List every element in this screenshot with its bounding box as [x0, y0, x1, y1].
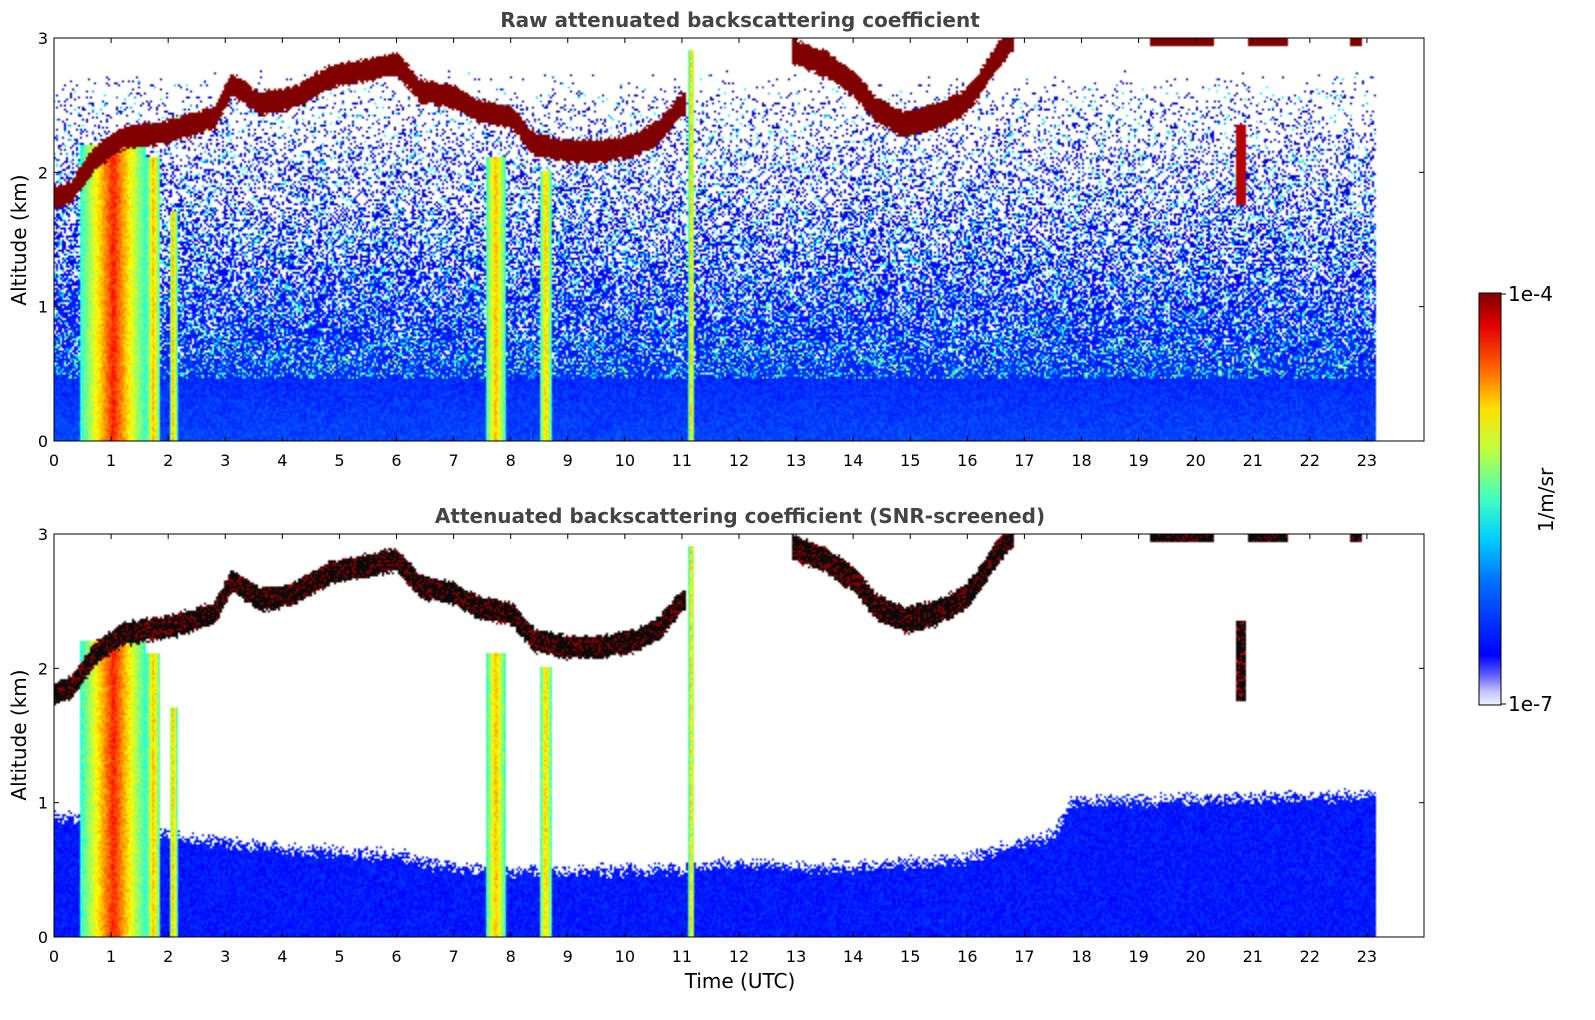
- snr-screened-panel: Attenuated backscattering coefficient (S…: [7, 504, 1425, 993]
- x-tick-label: 8: [506, 947, 516, 966]
- x-tick-label: 3: [220, 451, 230, 470]
- x-tick-label: 7: [448, 947, 458, 966]
- y-tick-label: 3: [38, 525, 48, 544]
- x-tick-label: 10: [615, 451, 635, 470]
- x-tick-label: 11: [672, 451, 692, 470]
- x-tick-label: 23: [1357, 451, 1377, 470]
- x-tick-label: 4: [277, 947, 287, 966]
- raw-backscatter-panel: Raw attenuated backscattering coefficien…: [7, 8, 1425, 470]
- x-tick-label: 8: [506, 451, 516, 470]
- x-tick-label: 0: [49, 947, 59, 966]
- colorbar-unit-label: 1/m/sr: [1534, 467, 1558, 532]
- x-tick-label: 16: [957, 947, 977, 966]
- raw-heatmap-layer: [54, 38, 1424, 441]
- colorbar-gradient: [1478, 292, 1502, 706]
- x-tick-label: 12: [729, 947, 749, 966]
- x-tick-label: 18: [1071, 947, 1091, 966]
- x-tick-label: 17: [1014, 947, 1034, 966]
- snr-y-axis-label: Altitude (km): [7, 669, 31, 800]
- x-tick-label: 21: [1243, 451, 1263, 470]
- snr-panel-title: Attenuated backscattering coefficient (S…: [435, 504, 1045, 528]
- raw-panel-title: Raw attenuated backscattering coefficien…: [500, 8, 980, 32]
- x-tick-label: 20: [1185, 947, 1205, 966]
- y-tick-label: 2: [38, 163, 48, 182]
- y-tick-label: 0: [38, 432, 48, 451]
- x-tick-label: 1: [106, 947, 116, 966]
- raw-heatmap-image: [54, 38, 1424, 441]
- x-tick-label: 13: [786, 947, 806, 966]
- x-tick-label: 12: [729, 451, 749, 470]
- x-tick-label: 9: [563, 451, 573, 470]
- x-tick-label: 7: [448, 451, 458, 470]
- x-tick-label: 0: [49, 451, 59, 470]
- raw-y-axis: 0 1 2 3: [38, 29, 1424, 451]
- x-tick-label: 5: [334, 451, 344, 470]
- x-tick-label: 2: [163, 451, 173, 470]
- x-tick-label: 9: [563, 947, 573, 966]
- x-tick-label: 19: [1128, 947, 1148, 966]
- x-tick-label: 21: [1243, 947, 1263, 966]
- snr-x-axis: 0 1 2 3 4 5 6 7 8 9 10 11 12 13 14 15 16 17 18 19 20 21 22 23: [49, 534, 1377, 966]
- x-tick-label: 15: [900, 451, 920, 470]
- x-tick-label: 3: [220, 947, 230, 966]
- x-tick-label: 4: [277, 451, 287, 470]
- raw-x-axis: 0 1 2 3 4 5 6 7 8 9 10 11 12 13 14 15 16 17 18 19 20 21 22 23: [49, 38, 1377, 470]
- x-tick-label: 20: [1185, 451, 1205, 470]
- x-tick-label: 19: [1128, 451, 1148, 470]
- x-tick-label: 23: [1357, 947, 1377, 966]
- y-tick-label: 1: [38, 298, 48, 317]
- x-tick-label: 11: [672, 947, 692, 966]
- y-tick-label: 2: [38, 659, 48, 678]
- x-axis-label: Time (UTC): [684, 969, 796, 993]
- y-tick-label: 0: [38, 928, 48, 947]
- x-tick-label: 16: [957, 451, 977, 470]
- x-tick-label: 1: [106, 451, 116, 470]
- x-tick-label: 22: [1300, 947, 1320, 966]
- y-tick-label: 3: [38, 29, 48, 48]
- snr-y-axis: 0 1 2 3: [38, 525, 1424, 947]
- x-tick-label: 10: [615, 947, 635, 966]
- colorbar-min-label: 1e-7: [1508, 692, 1553, 716]
- x-tick-label: 6: [391, 947, 401, 966]
- x-tick-label: 5: [334, 947, 344, 966]
- x-tick-label: 6: [391, 451, 401, 470]
- y-tick-label: 1: [38, 794, 48, 813]
- x-tick-label: 15: [900, 947, 920, 966]
- colorbar: 1e-4 1e-7 1/m/sr: [1478, 282, 1558, 716]
- x-tick-label: 18: [1071, 451, 1091, 470]
- x-tick-label: 14: [843, 451, 863, 470]
- snr-heatmap-image: [54, 534, 1424, 937]
- x-tick-label: 17: [1014, 451, 1034, 470]
- x-tick-label: 22: [1300, 451, 1320, 470]
- colorbar-max-label: 1e-4: [1508, 282, 1553, 306]
- x-tick-label: 14: [843, 947, 863, 966]
- x-tick-label: 2: [163, 947, 173, 966]
- snr-heatmap-layer: [54, 534, 1424, 937]
- x-tick-label: 13: [786, 451, 806, 470]
- raw-y-axis-label: Altitude (km): [7, 174, 31, 305]
